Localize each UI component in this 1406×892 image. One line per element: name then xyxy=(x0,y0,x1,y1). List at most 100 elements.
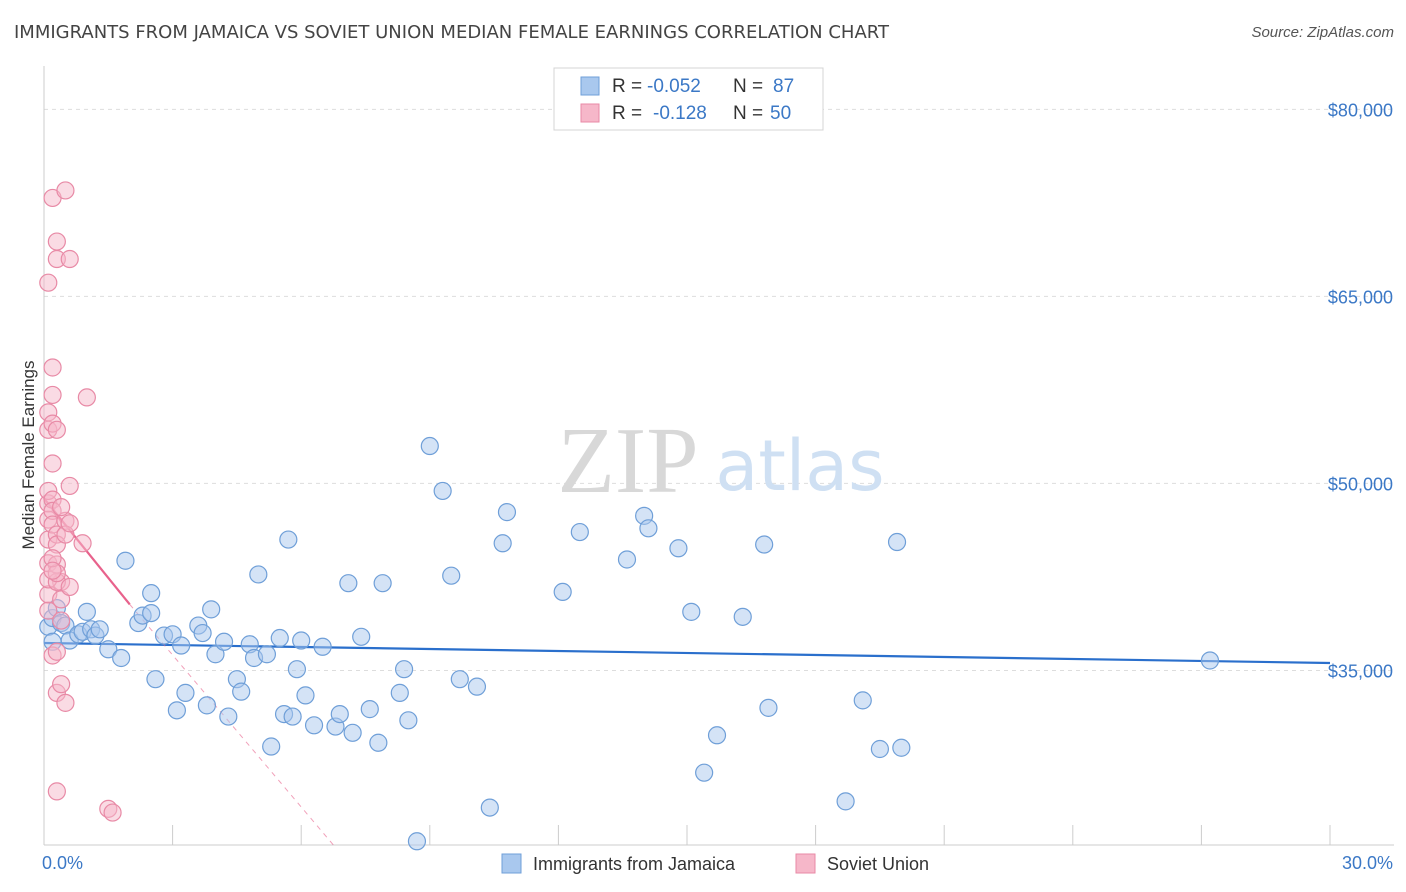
legend-bottom-label: Soviet Union xyxy=(827,854,929,874)
legend-bottom-swatch-blue xyxy=(501,853,522,874)
x-tick-label: 30.0% xyxy=(1342,853,1393,873)
legend-top: R = -0.052 N = 87 R = -0.128 N = 50 xyxy=(553,67,824,131)
jamaica-point xyxy=(682,602,701,621)
jamaica-point xyxy=(176,683,195,702)
jamaica-point xyxy=(142,603,161,623)
jamaica-point xyxy=(206,645,225,664)
watermark-zip: ZIP xyxy=(558,409,699,513)
jamaica-point xyxy=(339,574,358,593)
tick-labels: $80,000 $65,000 $50,000 $35,000 0.0% 30.0% xyxy=(42,100,1393,873)
jamaica-point xyxy=(433,481,452,501)
jamaica-point xyxy=(394,660,414,679)
jamaica-point xyxy=(733,607,752,626)
jamaica-point xyxy=(193,623,212,643)
legend-swatch-blue xyxy=(580,76,600,96)
chart-title: IMMIGRANTS FROM JAMAICA VS SOVIET UNION … xyxy=(14,22,889,43)
legend-r-value: -0.052 xyxy=(647,76,701,97)
source-label: Source: ZipAtlas.com xyxy=(1251,24,1394,41)
jamaica-point xyxy=(296,686,315,705)
jamaica-point xyxy=(390,683,409,702)
soviet-point xyxy=(52,498,71,517)
jamaica-point xyxy=(493,534,512,553)
soviet-point xyxy=(43,561,62,580)
y-tick-label: $65,000 xyxy=(1328,287,1393,307)
jamaica-point xyxy=(214,632,234,651)
jamaica-point xyxy=(407,832,427,851)
jamaica-point xyxy=(887,532,907,552)
jamaica-point xyxy=(420,436,439,456)
watermark-atlas: atlas xyxy=(715,425,884,507)
jamaica-point xyxy=(617,550,637,569)
jamaica-point xyxy=(262,737,281,756)
jamaica-point xyxy=(219,707,238,726)
jamaica-point xyxy=(360,700,379,719)
legend-n-label: N = xyxy=(733,103,763,124)
soviet-point xyxy=(43,358,62,377)
jamaica-point xyxy=(330,704,349,724)
legend-r-value: -0.128 xyxy=(653,103,707,124)
jamaica-point xyxy=(669,539,688,558)
y-axis-label: Median Female Earnings xyxy=(19,361,38,550)
jamaica-point xyxy=(197,696,216,715)
jamaica-point xyxy=(313,637,332,656)
legend-r-label: R = xyxy=(612,76,642,97)
soviet-point xyxy=(56,693,75,712)
data-points xyxy=(39,181,1220,851)
legend-swatch-pink xyxy=(580,103,600,123)
soviet-point xyxy=(52,611,71,630)
soviet-point xyxy=(60,476,79,496)
jamaica-point xyxy=(853,691,872,710)
jamaica-point xyxy=(77,602,96,621)
jamaica-point xyxy=(146,670,165,689)
soviet-trend-extension xyxy=(129,604,336,848)
legend-bottom-label: Immigrants from Jamaica xyxy=(533,854,736,874)
soviet-point xyxy=(47,420,66,439)
jamaica-point xyxy=(870,739,890,759)
jamaica-point xyxy=(755,535,774,554)
y-tick-label: $35,000 xyxy=(1328,661,1393,681)
legend-n-label: N = xyxy=(733,76,763,97)
legend-bottom: Immigrants from Jamaica Soviet Union xyxy=(501,853,929,874)
soviet-point xyxy=(60,249,79,269)
soviet-point xyxy=(60,514,79,533)
legend-r-label: R = xyxy=(612,103,642,124)
soviet-point xyxy=(77,388,96,407)
jamaica-point xyxy=(202,600,221,619)
jamaica-point xyxy=(90,620,109,639)
jamaica-point xyxy=(695,763,714,782)
jamaica-point xyxy=(570,522,589,542)
jamaica-point xyxy=(399,711,418,730)
jamaica-point xyxy=(304,716,324,735)
jamaica-point xyxy=(112,648,131,668)
jamaica-point xyxy=(497,503,517,522)
soviet-point xyxy=(43,385,62,405)
jamaica-point xyxy=(373,574,392,593)
jamaica-point xyxy=(707,726,727,745)
jamaica-point xyxy=(352,627,371,646)
legend-n-value: 50 xyxy=(770,103,791,124)
jamaica-point xyxy=(836,792,855,811)
soviet-point xyxy=(56,181,75,200)
jamaica-point xyxy=(249,565,268,584)
jamaica-point xyxy=(553,582,572,602)
grid-lines xyxy=(44,108,1394,671)
jamaica-point xyxy=(759,698,778,717)
soviet-point xyxy=(43,454,62,473)
jamaica-point xyxy=(142,584,161,603)
jamaica-point xyxy=(467,677,487,696)
soviet-point xyxy=(60,577,79,597)
jamaica-point xyxy=(892,738,911,757)
soviet-point xyxy=(47,232,66,251)
legend-n-value: 87 xyxy=(773,76,794,97)
jamaica-point xyxy=(343,723,362,742)
jamaica-point xyxy=(292,631,311,650)
soviet-point xyxy=(52,590,71,609)
jamaica-point xyxy=(1200,651,1220,670)
jamaica-point xyxy=(116,551,135,570)
watermark: ZIP atlas xyxy=(558,409,885,513)
soviet-point xyxy=(73,534,92,553)
y-tick-label: $50,000 xyxy=(1328,474,1393,494)
jamaica-point xyxy=(99,640,118,659)
jamaica-point xyxy=(232,682,251,701)
